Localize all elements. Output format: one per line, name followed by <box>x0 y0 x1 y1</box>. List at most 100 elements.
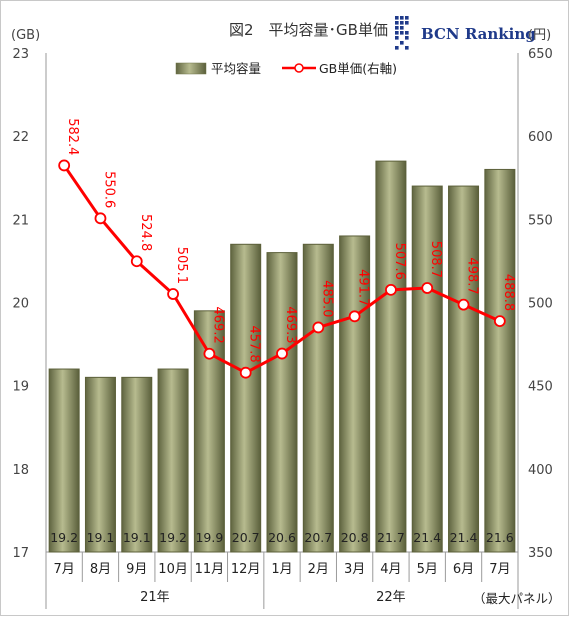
right-tick-label: 450 <box>528 380 553 395</box>
left-tick-label: 19 <box>12 380 29 395</box>
logo-dot <box>400 21 404 25</box>
logo-dot <box>400 31 404 35</box>
price-marker <box>493 315 506 328</box>
right-tick-label: 400 <box>528 463 553 478</box>
price-marker <box>94 212 107 225</box>
left-axis-unit: (GB) <box>11 28 40 43</box>
logo-dot <box>400 16 404 20</box>
legend: 平均容量 GB単価(右軸) <box>175 61 397 76</box>
price-value-label: 508.7 <box>428 241 443 278</box>
capacity-bar <box>484 168 516 553</box>
capacity-value-label: 19.1 <box>123 530 151 545</box>
price-marker <box>167 288 179 300</box>
right-tick-label: 600 <box>528 130 553 145</box>
bcn-logo-mark <box>395 16 409 50</box>
month-label: 8月 <box>90 562 111 577</box>
logo-dot <box>395 16 399 20</box>
capacity-value-label: 19.2 <box>50 530 78 545</box>
right-axis-unit: (円) <box>528 28 551 43</box>
capacity-value-label: 20.7 <box>304 530 332 545</box>
left-tick-label: 23 <box>12 47 29 62</box>
price-marker <box>312 321 325 334</box>
month-label: 2月 <box>308 562 329 577</box>
logo-dot <box>395 26 399 30</box>
logo-dot <box>400 41 404 45</box>
capacity-value-label: 19.9 <box>195 530 223 545</box>
legend-line-marker <box>294 63 304 73</box>
year-label: 21年 <box>140 590 170 605</box>
price-value-label: 488.8 <box>501 274 516 311</box>
month-label: 12月 <box>231 562 261 577</box>
bar-series <box>48 160 516 553</box>
right-tick-label: 650 <box>528 47 553 62</box>
capacity-bar <box>302 243 334 553</box>
footnote: （最大パネル） <box>473 591 561 606</box>
price-series <box>58 159 506 379</box>
bar-value-labels: 19.2 19.1 19.1 19.2 19.9 20.7 20.6 20.7 20.8 21.7… <box>50 530 514 545</box>
capacity-bar <box>411 185 443 553</box>
price-value-label: 469.3 <box>283 306 298 343</box>
price-value-label: 498.7 <box>465 257 480 294</box>
month-label: 7月 <box>54 562 75 577</box>
left-tick-label: 20 <box>12 297 29 312</box>
right-tick-label: 500 <box>528 297 553 312</box>
logo-dot <box>405 21 409 25</box>
capacity-value-label: 21.7 <box>377 530 405 545</box>
price-marker <box>421 282 434 294</box>
month-label: 1月 <box>271 562 292 577</box>
price-value-label: 485.0 <box>319 280 334 317</box>
legend-bar-swatch <box>175 62 207 75</box>
capacity-value-label: 19.1 <box>87 530 115 545</box>
price-value-label: 524.8 <box>138 214 153 251</box>
capacity-bar <box>84 376 116 553</box>
logo-dot <box>405 46 409 50</box>
price-marker <box>385 283 397 296</box>
capacity-bar <box>230 243 262 553</box>
capacity-value-label: 21.4 <box>413 530 441 545</box>
capacity-bar <box>448 185 480 553</box>
month-label: 11月 <box>195 562 225 577</box>
month-label: 3月 <box>344 562 365 577</box>
price-value-labels: 582.4 550.6 524.8 505.1 469.2 457.8 469.3 485.0… <box>65 118 516 362</box>
price-value-label: 505.1 <box>174 247 189 284</box>
capacity-value-label: 20.6 <box>268 530 296 545</box>
logo-dot <box>395 21 399 25</box>
capacity-value-label: 20.8 <box>341 530 369 545</box>
logo-dot <box>395 31 399 35</box>
capacity-bar <box>48 368 80 553</box>
category-axis: 7月 8月 9月 10月 11月 12月 1月 2月 3月 4月 5月 6月 7月 21年 22年 <box>45 552 519 609</box>
right-axis: 350 400 450 500 550 600 650 <box>528 47 553 561</box>
price-marker <box>130 255 143 268</box>
month-label: 4月 <box>380 562 401 577</box>
logo-dot <box>405 36 409 40</box>
left-tick-label: 18 <box>12 463 29 478</box>
capacity-bar <box>121 376 153 553</box>
capacity-value-label: 19.2 <box>159 530 187 545</box>
bcn-logo: BCN Ranking <box>395 16 536 50</box>
legend-line-label: GB単価(右軸) <box>319 61 397 76</box>
logo-dot <box>400 26 404 30</box>
logo-dot <box>405 16 409 20</box>
price-value-label: 491.7 <box>356 269 371 306</box>
price-value-label: 550.6 <box>101 171 116 208</box>
price-marker <box>276 347 288 360</box>
month-label: 6月 <box>453 562 474 577</box>
price-marker <box>58 159 71 172</box>
month-label: 10月 <box>158 562 188 577</box>
price-marker <box>239 366 252 379</box>
month-label: 9月 <box>126 562 147 577</box>
logo-dot <box>395 36 399 40</box>
capacity-bar <box>193 310 225 553</box>
left-axis: 17 18 19 20 21 22 23 <box>12 47 29 561</box>
left-tick-label: 17 <box>12 546 29 561</box>
logo-dot <box>405 31 409 35</box>
price-value-label: 507.6 <box>392 243 407 280</box>
capacity-bar <box>339 235 371 553</box>
capacity-value-label: 21.4 <box>450 530 478 545</box>
right-tick-label: 350 <box>528 546 553 561</box>
month-label: 5月 <box>417 562 438 577</box>
capacity-bar <box>375 160 407 553</box>
year-label: 22年 <box>376 590 406 605</box>
